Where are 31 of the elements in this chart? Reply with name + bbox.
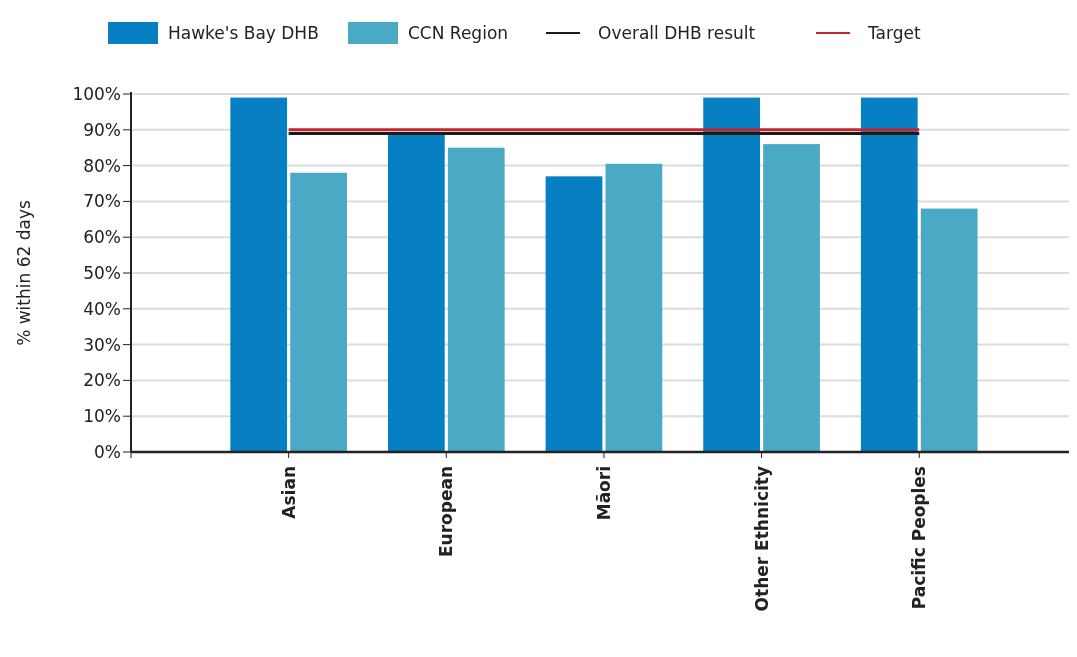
bar — [387, 133, 445, 452]
bar — [605, 163, 663, 452]
y-tick-label: 10% — [83, 406, 121, 427]
legend-label: Target — [867, 23, 921, 43]
bar — [763, 144, 820, 452]
x-tick-label: Asian — [278, 466, 299, 519]
bar — [920, 208, 978, 452]
y-tick-label: 20% — [83, 370, 121, 391]
bar — [703, 97, 761, 452]
y-tick-label: 70% — [83, 191, 121, 212]
x-tick-label: European — [436, 466, 457, 558]
x-tick-label: Māori — [593, 466, 614, 521]
bar — [860, 97, 918, 452]
x-tick-label: Other Ethnicity — [751, 466, 772, 612]
y-tick-label: 0% — [94, 441, 121, 462]
y-tick-label: 100% — [72, 83, 121, 104]
bar — [545, 176, 603, 452]
y-tick-label: 80% — [83, 155, 121, 176]
y-axis-title: % within 62 days — [14, 200, 34, 346]
y-tick-label: 50% — [83, 262, 121, 283]
legend-label: Hawke's Bay DHB — [168, 23, 319, 43]
y-tick-label: 90% — [83, 119, 121, 140]
y-tick-label: 40% — [83, 298, 121, 319]
legend-label: CCN Region — [408, 23, 509, 43]
x-tick-label: Pacific Peoples — [909, 466, 930, 610]
bar — [447, 147, 505, 452]
bar — [230, 97, 288, 452]
legend-label: Overall DHB result — [598, 23, 756, 43]
y-tick-label: 30% — [83, 334, 121, 355]
bar — [290, 172, 347, 452]
y-tick-label: 60% — [83, 227, 121, 248]
